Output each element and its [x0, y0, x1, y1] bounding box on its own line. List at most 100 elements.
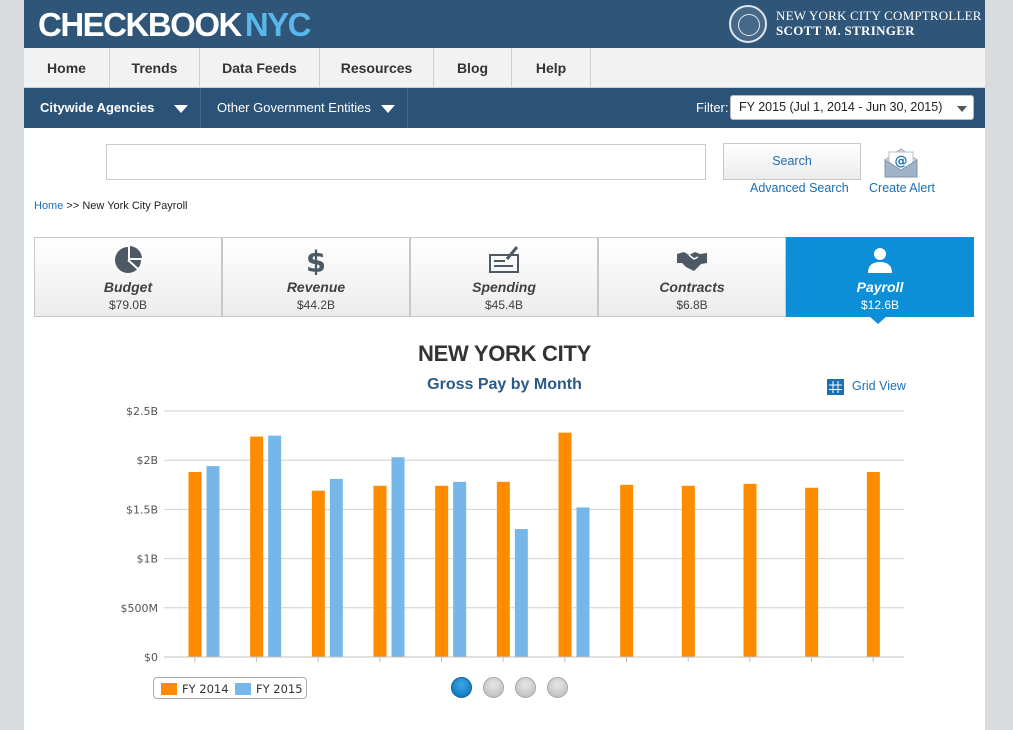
y-tick-label: $2B — [136, 454, 158, 467]
legend-swatch-fy2015 — [235, 683, 251, 695]
y-tick-label: $2.5B — [126, 405, 158, 418]
tab-payroll-value: $12.6B — [860, 298, 900, 312]
chevron-down-icon — [381, 105, 395, 113]
tab-budget[interactable]: Budget $79.0B — [34, 237, 222, 317]
breadcrumb: Home >> New York City Payroll — [34, 200, 187, 212]
bar-fy2014 — [435, 485, 449, 657]
comptroller-branding[interactable]: NEW YORK CITY COMPTROLLER SCOTT M. STRIN… — [776, 8, 982, 38]
tab-payroll-label: Payroll — [856, 279, 904, 295]
tab-spending-value: $45.4B — [484, 298, 524, 312]
legend-swatch-fy2014 — [161, 683, 177, 695]
search-input[interactable] — [106, 144, 706, 180]
bar-fy2014 — [373, 485, 387, 657]
tab-budget-label: Budget — [103, 279, 153, 295]
domain-tabs: Budget $79.0B $ Revenue $44.2B Spending … — [34, 237, 974, 317]
nav-data-feeds[interactable]: Data Feeds — [200, 48, 320, 88]
pager-dot[interactable] — [451, 677, 472, 698]
tab-revenue[interactable]: $ Revenue $44.2B — [222, 237, 410, 317]
svg-text:$: $ — [306, 245, 326, 275]
advanced-search-link[interactable]: Advanced Search — [750, 181, 849, 195]
fiscal-year-select[interactable]: FY 2015 (Jul 1, 2014 - Jun 30, 2015) — [730, 95, 974, 120]
grid-icon — [827, 379, 844, 395]
y-tick-label: $1B — [136, 553, 158, 566]
email-alert-icon[interactable]: @ — [882, 146, 920, 180]
breadcrumb-separator: >> — [66, 200, 80, 212]
main-nav: Home Trends Data Feeds Resources Blog He… — [24, 48, 985, 88]
bar-fy2014 — [311, 490, 325, 657]
bar-fy2015 — [514, 529, 528, 657]
check-icon — [489, 246, 519, 273]
bar-fy2015 — [391, 457, 405, 657]
active-tab-pointer — [869, 316, 887, 324]
bar-fy2015 — [206, 466, 220, 657]
breadcrumb-current: New York City Payroll — [82, 200, 188, 212]
y-tick-label: $0 — [144, 651, 158, 664]
tab-contracts-value: $6.8B — [676, 298, 708, 312]
nav-resources[interactable]: Resources — [320, 48, 434, 88]
create-alert-link[interactable]: Create Alert — [869, 181, 936, 195]
dollar-icon: $ — [306, 245, 326, 275]
y-tick-label: $1.5B — [126, 503, 158, 516]
chart-legend: FY 2014 FY 2015 — [153, 677, 307, 699]
nav-help[interactable]: Help — [512, 48, 591, 88]
bar-fy2015 — [329, 478, 343, 657]
grid-view-label: Grid View — [852, 379, 906, 393]
page: CHECKBOOK NYC NEW YORK CITY COMPTROLLER S… — [24, 0, 985, 730]
comptroller-name: SCOTT M. STRINGER — [776, 23, 915, 38]
nav-home[interactable]: Home — [24, 48, 110, 88]
logo-main: CHECKBOOK — [38, 6, 242, 43]
bar-fy2014 — [250, 436, 264, 657]
chart-title: NEW YORK CITY — [418, 341, 591, 366]
bar-fy2015 — [453, 481, 467, 657]
chart-subtitle: Gross Pay by Month — [427, 376, 582, 393]
search-button[interactable]: Search — [723, 143, 861, 180]
bar-fy2014 — [743, 483, 757, 657]
bar-fy2014 — [558, 432, 572, 657]
handshake-icon — [677, 252, 707, 271]
pager-dot[interactable] — [547, 677, 568, 698]
chevron-down-icon — [957, 106, 967, 112]
other-entities-dropdown[interactable]: Other Government Entities — [201, 88, 408, 128]
person-icon — [868, 248, 892, 273]
citywide-agencies-dropdown[interactable]: Citywide Agencies — [24, 88, 201, 128]
nav-blog[interactable]: Blog — [434, 48, 512, 88]
nav-trends[interactable]: Trends — [110, 48, 200, 88]
tab-spending-label: Spending — [472, 279, 536, 295]
tab-revenue-label: Revenue — [286, 279, 346, 295]
pager-dot[interactable] — [515, 677, 536, 698]
tab-budget-value: $79.0B — [108, 298, 148, 312]
bar-fy2014 — [681, 485, 695, 657]
chevron-down-icon — [174, 105, 188, 113]
tab-revenue-value: $44.2B — [296, 298, 336, 312]
comptroller-title: NEW YORK CITY COMPTROLLER — [776, 8, 982, 23]
tab-payroll[interactable]: Payroll $12.6B — [786, 237, 974, 317]
bar-fy2014 — [866, 472, 880, 657]
fiscal-year-value: FY 2015 (Jul 1, 2014 - Jun 30, 2015) — [739, 100, 943, 114]
other-entities-label: Other Government Entities — [217, 100, 371, 115]
checkbook-nyc-logo[interactable]: CHECKBOOK NYC — [38, 6, 312, 44]
bar-fy2015 — [268, 435, 282, 657]
legend-label-fy2014: FY 2014 — [182, 682, 229, 696]
bar-fy2014 — [620, 484, 634, 657]
y-tick-label: $500M — [121, 602, 159, 615]
chart-pager — [451, 677, 579, 698]
tab-contracts[interactable]: Contracts $6.8B — [598, 237, 786, 317]
citywide-agencies-label: Citywide Agencies — [40, 100, 155, 115]
filter-label: Filter: — [696, 100, 729, 115]
city-seal-icon — [729, 5, 767, 43]
bar-fy2014 — [496, 481, 510, 657]
bar-fy2014 — [805, 487, 819, 657]
tab-spending[interactable]: Spending $45.4B — [410, 237, 598, 317]
pager-dot[interactable] — [483, 677, 504, 698]
bar-fy2014 — [188, 472, 202, 657]
sub-nav: Citywide Agencies Other Government Entit… — [24, 88, 985, 128]
pie-chart-icon — [115, 246, 142, 273]
gross-pay-bar-chart: $0 $500M $1B $1.5B $2B $2.5B — [121, 405, 904, 664]
breadcrumb-home-link[interactable]: Home — [34, 200, 64, 212]
tab-contracts-label: Contracts — [659, 279, 725, 295]
header-bar: CHECKBOOK NYC NEW YORK CITY COMPTROLLER S… — [24, 0, 985, 48]
svg-text:@: @ — [895, 154, 908, 169]
logo-accent: NYC — [244, 6, 312, 43]
bar-fy2015 — [576, 507, 590, 657]
legend-label-fy2015: FY 2015 — [256, 682, 303, 696]
